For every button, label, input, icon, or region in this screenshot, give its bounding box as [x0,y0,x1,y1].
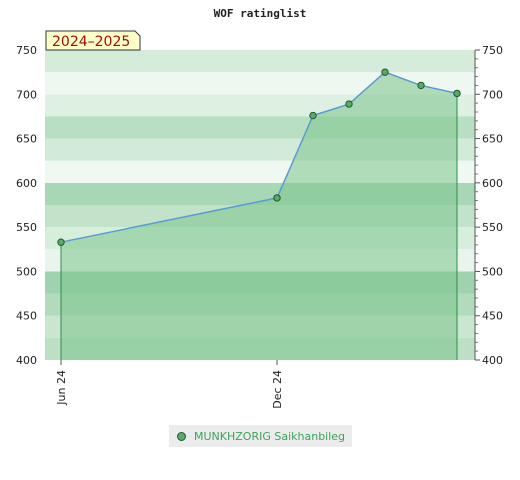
y-tick-label-left: 750 [16,44,37,57]
y-tick-label-left: 600 [16,177,37,190]
area-fill [61,72,457,361]
y-tick-label-left: 550 [16,221,37,234]
y-tick-label-right: 450 [482,310,503,323]
x-tick-label: Dec 24 [271,370,284,409]
y-tick-label-right: 750 [482,44,503,57]
legend-label: MUNKHZORIG Saikhanbileg [194,429,346,443]
legend: MUNKHZORIG Saikhanbileg [169,425,352,447]
y-tick-label-left: 700 [16,88,37,101]
legend-marker-icon [177,431,186,441]
y-tick-label-right: 650 [482,133,503,146]
y-tick-label-left: 650 [16,133,37,146]
points-layer [57,68,461,246]
y-tick-label-left: 450 [16,310,37,323]
y-tick-label-left: 400 [16,354,37,367]
background-band [45,50,475,73]
season-badge: 2024–2025 [45,30,141,51]
y-tick-label-right: 700 [482,88,503,101]
y-tick-label-left: 500 [16,265,37,278]
data-point[interactable] [417,81,425,90]
y-tick-label-right: 500 [482,265,503,278]
y-tick-label-right: 600 [482,177,503,190]
chart-title: WOF ratinglist [214,7,307,20]
data-point[interactable] [309,111,317,120]
x-tick-label: Jun 24 [55,370,68,406]
data-point[interactable] [273,194,281,202]
data-point[interactable] [345,100,353,108]
data-point[interactable] [453,89,461,98]
axes: 400 400 450 450 500 500 550 550 600 600 650 650 700 7… [16,44,503,409]
data-point[interactable] [381,68,389,76]
data-point[interactable] [57,238,65,246]
season-label: 2024–2025 [52,34,130,50]
y-tick-label-right: 400 [482,354,503,367]
y-tick-label-right: 550 [482,221,503,234]
